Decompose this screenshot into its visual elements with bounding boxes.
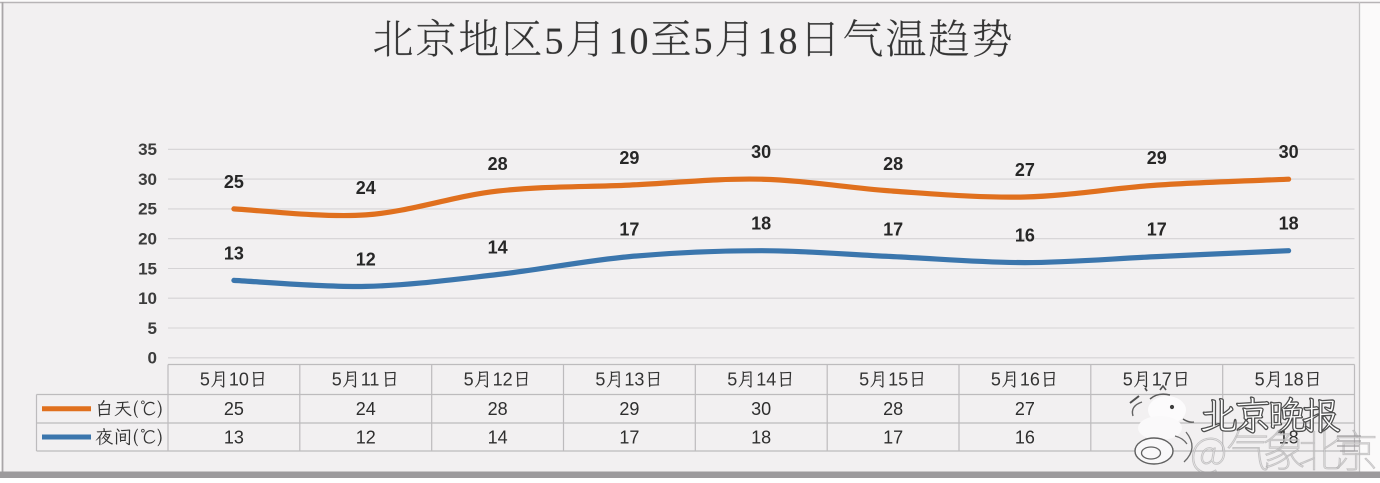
svg-text:16: 16 (1015, 427, 1035, 447)
svg-text:13: 13 (224, 243, 244, 263)
svg-text:13: 13 (624, 370, 644, 390)
svg-text:17: 17 (883, 220, 903, 240)
svg-text:18: 18 (751, 214, 771, 234)
svg-text:5: 5 (148, 319, 157, 338)
svg-text:5: 5 (332, 370, 342, 390)
svg-text:17: 17 (1152, 370, 1172, 390)
svg-text:5: 5 (727, 370, 737, 390)
svg-text:27: 27 (1015, 160, 1035, 180)
svg-text:14: 14 (488, 238, 508, 258)
svg-text:5: 5 (991, 370, 1001, 390)
svg-text:10: 10 (138, 289, 157, 308)
svg-text:5: 5 (1255, 370, 1265, 390)
svg-text:29: 29 (1147, 148, 1167, 168)
svg-text:5: 5 (859, 370, 869, 390)
svg-text:12: 12 (356, 427, 376, 447)
svg-text:18: 18 (751, 427, 771, 447)
svg-text:30: 30 (138, 170, 157, 189)
svg-text:28: 28 (488, 399, 508, 419)
svg-text:18: 18 (1279, 214, 1299, 234)
svg-text:14: 14 (756, 370, 776, 390)
svg-text:24: 24 (356, 178, 376, 198)
svg-text:16: 16 (1020, 370, 1040, 390)
svg-text:5: 5 (1123, 370, 1133, 390)
svg-text:0: 0 (148, 349, 157, 368)
svg-text:29: 29 (619, 148, 639, 168)
svg-text:15: 15 (888, 370, 908, 390)
svg-text:35: 35 (138, 140, 157, 159)
svg-text:14: 14 (488, 427, 508, 447)
svg-text:30: 30 (1279, 142, 1299, 162)
svg-text:25: 25 (224, 399, 244, 419)
svg-text:30: 30 (751, 142, 771, 162)
svg-text:5: 5 (595, 370, 605, 390)
svg-text:30: 30 (751, 399, 771, 419)
svg-text:25: 25 (224, 172, 244, 192)
svg-text:16: 16 (1015, 226, 1035, 246)
svg-text:25: 25 (138, 200, 157, 219)
svg-text:5: 5 (464, 370, 474, 390)
svg-text:29: 29 (619, 399, 639, 419)
svg-text:15: 15 (138, 259, 157, 278)
svg-text:18: 18 (1284, 370, 1304, 390)
svg-text:17: 17 (619, 220, 639, 240)
svg-text:5: 5 (200, 370, 210, 390)
svg-text:12: 12 (356, 249, 376, 269)
svg-text:12: 12 (493, 370, 513, 390)
svg-text:28: 28 (883, 154, 903, 174)
svg-text:17: 17 (883, 427, 903, 447)
svg-text:27: 27 (1015, 399, 1035, 419)
svg-text:11: 11 (361, 370, 380, 390)
svg-text:20: 20 (138, 230, 157, 249)
svg-text:28: 28 (488, 154, 508, 174)
svg-text:28: 28 (883, 399, 903, 419)
svg-text:17: 17 (619, 427, 639, 447)
svg-text:24: 24 (356, 399, 376, 419)
svg-text:13: 13 (224, 427, 244, 447)
svg-text:10: 10 (229, 370, 249, 390)
svg-text:17: 17 (1147, 220, 1167, 240)
